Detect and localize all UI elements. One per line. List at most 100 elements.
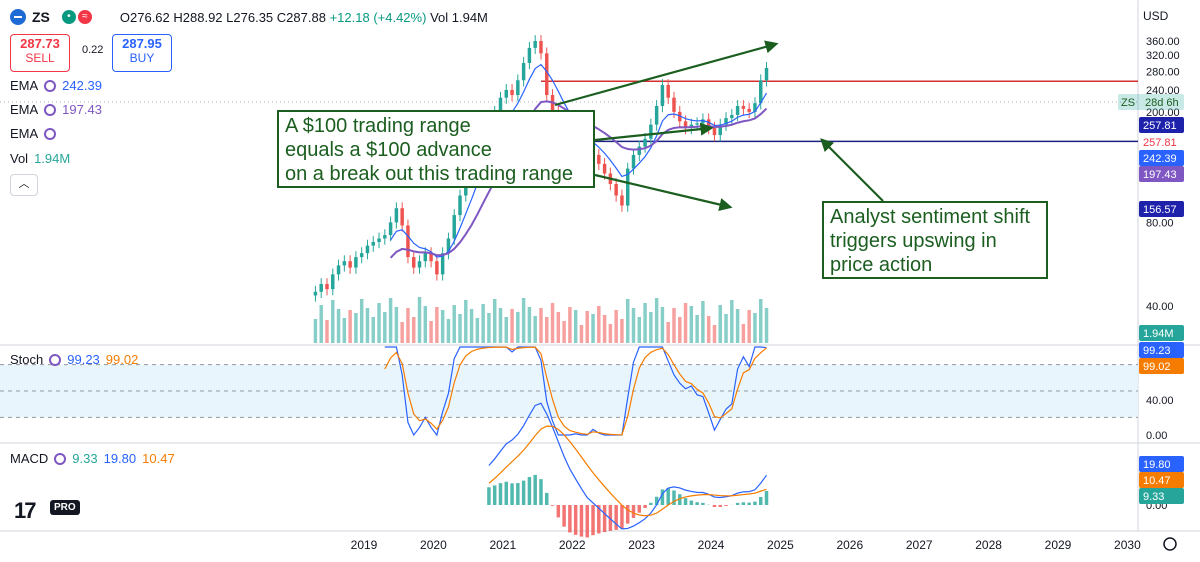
macd-histogram-bar [586, 505, 589, 537]
macd-histogram-bar [510, 483, 513, 505]
settings-icon[interactable] [1164, 538, 1176, 550]
countdown: 28d 6h [1145, 97, 1179, 109]
macd-histogram-bar [533, 475, 536, 505]
candle-body [539, 41, 542, 53]
volume-bar [360, 299, 363, 343]
candle-body [516, 80, 519, 95]
macd-histogram-bar [499, 483, 502, 505]
volume-bar [580, 325, 583, 343]
macd-histogram-bar [562, 505, 565, 527]
volume-bar [753, 313, 756, 343]
macd-histogram-bar [551, 505, 554, 506]
ema3-legend[interactable]: EMA [10, 126, 56, 141]
volume-bar [701, 301, 704, 343]
volume-bar [533, 316, 536, 343]
volume-value: Vol 1.94M [430, 10, 488, 25]
volume-bar [574, 310, 577, 343]
range-line-3: on a break out this trading range [285, 162, 587, 186]
candle-body [383, 235, 386, 238]
volume-bar [661, 307, 664, 343]
volume-bar [435, 307, 438, 343]
change-value: +12.18 (+4.42%) [330, 10, 427, 25]
candle-body [666, 85, 669, 98]
stoch-k-value: 99.23 [67, 352, 100, 367]
candle-body [603, 164, 606, 174]
candle-body [424, 253, 427, 261]
macd-hist-value: 9.33 [72, 451, 97, 466]
macd-histogram-bar [626, 505, 629, 524]
ema1-value: 242.39 [62, 78, 102, 93]
candle-body [395, 208, 398, 222]
candle-body [406, 225, 409, 257]
candle-body [632, 155, 635, 169]
macd-histogram-bar [649, 503, 652, 505]
macd-legend[interactable]: MACD 9.33 19.80 10.47 [10, 451, 175, 466]
candle-body [597, 155, 600, 164]
volume-bar [719, 305, 722, 343]
cycle-icon [44, 128, 56, 140]
volume-bar [586, 311, 589, 343]
ema2-legend[interactable]: EMA 197.43 [10, 102, 102, 117]
price-tick-label: 280.00 [1146, 66, 1180, 78]
volume-bar [476, 318, 479, 343]
volume-bar [591, 314, 594, 343]
macd-histogram-bar [522, 481, 525, 505]
ema1-legend[interactable]: EMA 242.39 [10, 78, 102, 93]
flag-pill[interactable]: • ≈ [62, 10, 92, 24]
volume-bar [562, 321, 565, 343]
volume-bar [389, 298, 392, 343]
stoch-legend[interactable]: Stoch 99.23 99.02 [10, 352, 138, 367]
vol-badge: 1.94M [1143, 328, 1174, 340]
volume-bar [366, 308, 369, 343]
volume-bar [447, 319, 450, 343]
volume-bar [603, 315, 606, 343]
stoch-pane [0, 347, 1138, 435]
res-line-badge: 257.81 [1143, 120, 1177, 132]
candle-body [643, 139, 646, 147]
candle-body [319, 284, 322, 292]
volume-bar [528, 307, 531, 343]
x-tick-label: 2022 [559, 538, 586, 552]
volume-bar [614, 310, 617, 343]
volume-bar [406, 308, 409, 343]
ema3-label: EMA [10, 126, 38, 141]
ohlc-readout: O276.62 H288.92 L276.35 C287.88 +12.18 (… [120, 10, 488, 25]
volume-bar [337, 309, 340, 343]
sell-button[interactable]: 287.73 SELL [10, 34, 70, 72]
tradingview-logo[interactable]: 17 [14, 498, 34, 524]
collapse-button[interactable]: ︿ [10, 174, 38, 196]
candle-body [510, 90, 513, 95]
volume-bar [545, 317, 548, 343]
buy-button[interactable]: 287.95 BUY [112, 34, 172, 72]
volume-bar [684, 303, 687, 343]
macd-line-value: 19.80 [104, 451, 137, 466]
volume-bar [759, 299, 762, 343]
macd-histogram-bar [666, 488, 669, 505]
stoch-k-badge: 99.23 [1143, 345, 1171, 357]
candle-body [337, 265, 340, 274]
cycle-icon [44, 80, 56, 92]
volume-bar [487, 313, 490, 343]
volume-bar [522, 298, 525, 343]
volume-bar [620, 319, 623, 343]
candle-body [655, 106, 658, 125]
candle-body [389, 222, 392, 235]
stoch-d-badge: 99.02 [1143, 361, 1171, 373]
symbol[interactable]: ZS [32, 9, 50, 25]
currency-label[interactable]: USD [1143, 9, 1168, 23]
zs-tag: ZS [1121, 97, 1135, 109]
volume-bar [724, 314, 727, 343]
candle-body [649, 125, 652, 139]
macd-histogram-bar [557, 505, 560, 517]
vol-legend[interactable]: Vol 1.94M [10, 151, 70, 166]
pro-badge: PRO [50, 500, 80, 515]
ema2-label: EMA [10, 102, 38, 117]
volume-bar [429, 321, 432, 343]
candle-body [661, 85, 664, 106]
volume-bar [632, 308, 635, 343]
volume-bar [493, 299, 496, 343]
candle-body [366, 246, 369, 254]
macd-histogram-bar [643, 505, 646, 508]
volume-bar [678, 317, 681, 343]
